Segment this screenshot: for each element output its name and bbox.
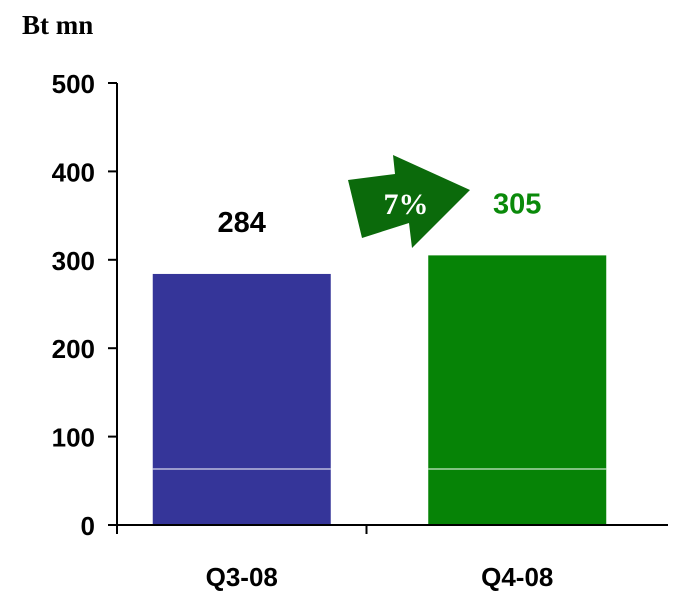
y-tick-label: 500 [52,69,95,99]
x-axis-ticks [116,525,368,534]
y-tick-label: 400 [52,157,95,187]
x-axis-labels: Q3-08 Q4-08 [206,562,554,592]
bar-q3-08 [152,273,331,525]
x-tick-label: Q4-08 [481,562,553,592]
unit-label: Bt mn [22,10,93,40]
y-tick-label: 0 [81,511,95,541]
y-tick-label: 300 [52,246,95,276]
bars-group [152,255,607,525]
bar-q4-08 [428,255,607,525]
x-tick-label: Q3-08 [206,562,278,592]
value-labels-group: 284 305 [218,188,542,239]
growth-arrow: 7% [348,155,470,248]
y-tick-label: 200 [52,334,95,364]
value-label: 284 [218,207,266,239]
y-axis-ticks: 0 100 200 300 400 500 [52,69,117,541]
growth-percent-label: 7% [384,188,429,221]
y-tick-label: 100 [52,423,95,453]
value-label: 305 [493,188,541,220]
arrow-right-icon [348,155,470,248]
